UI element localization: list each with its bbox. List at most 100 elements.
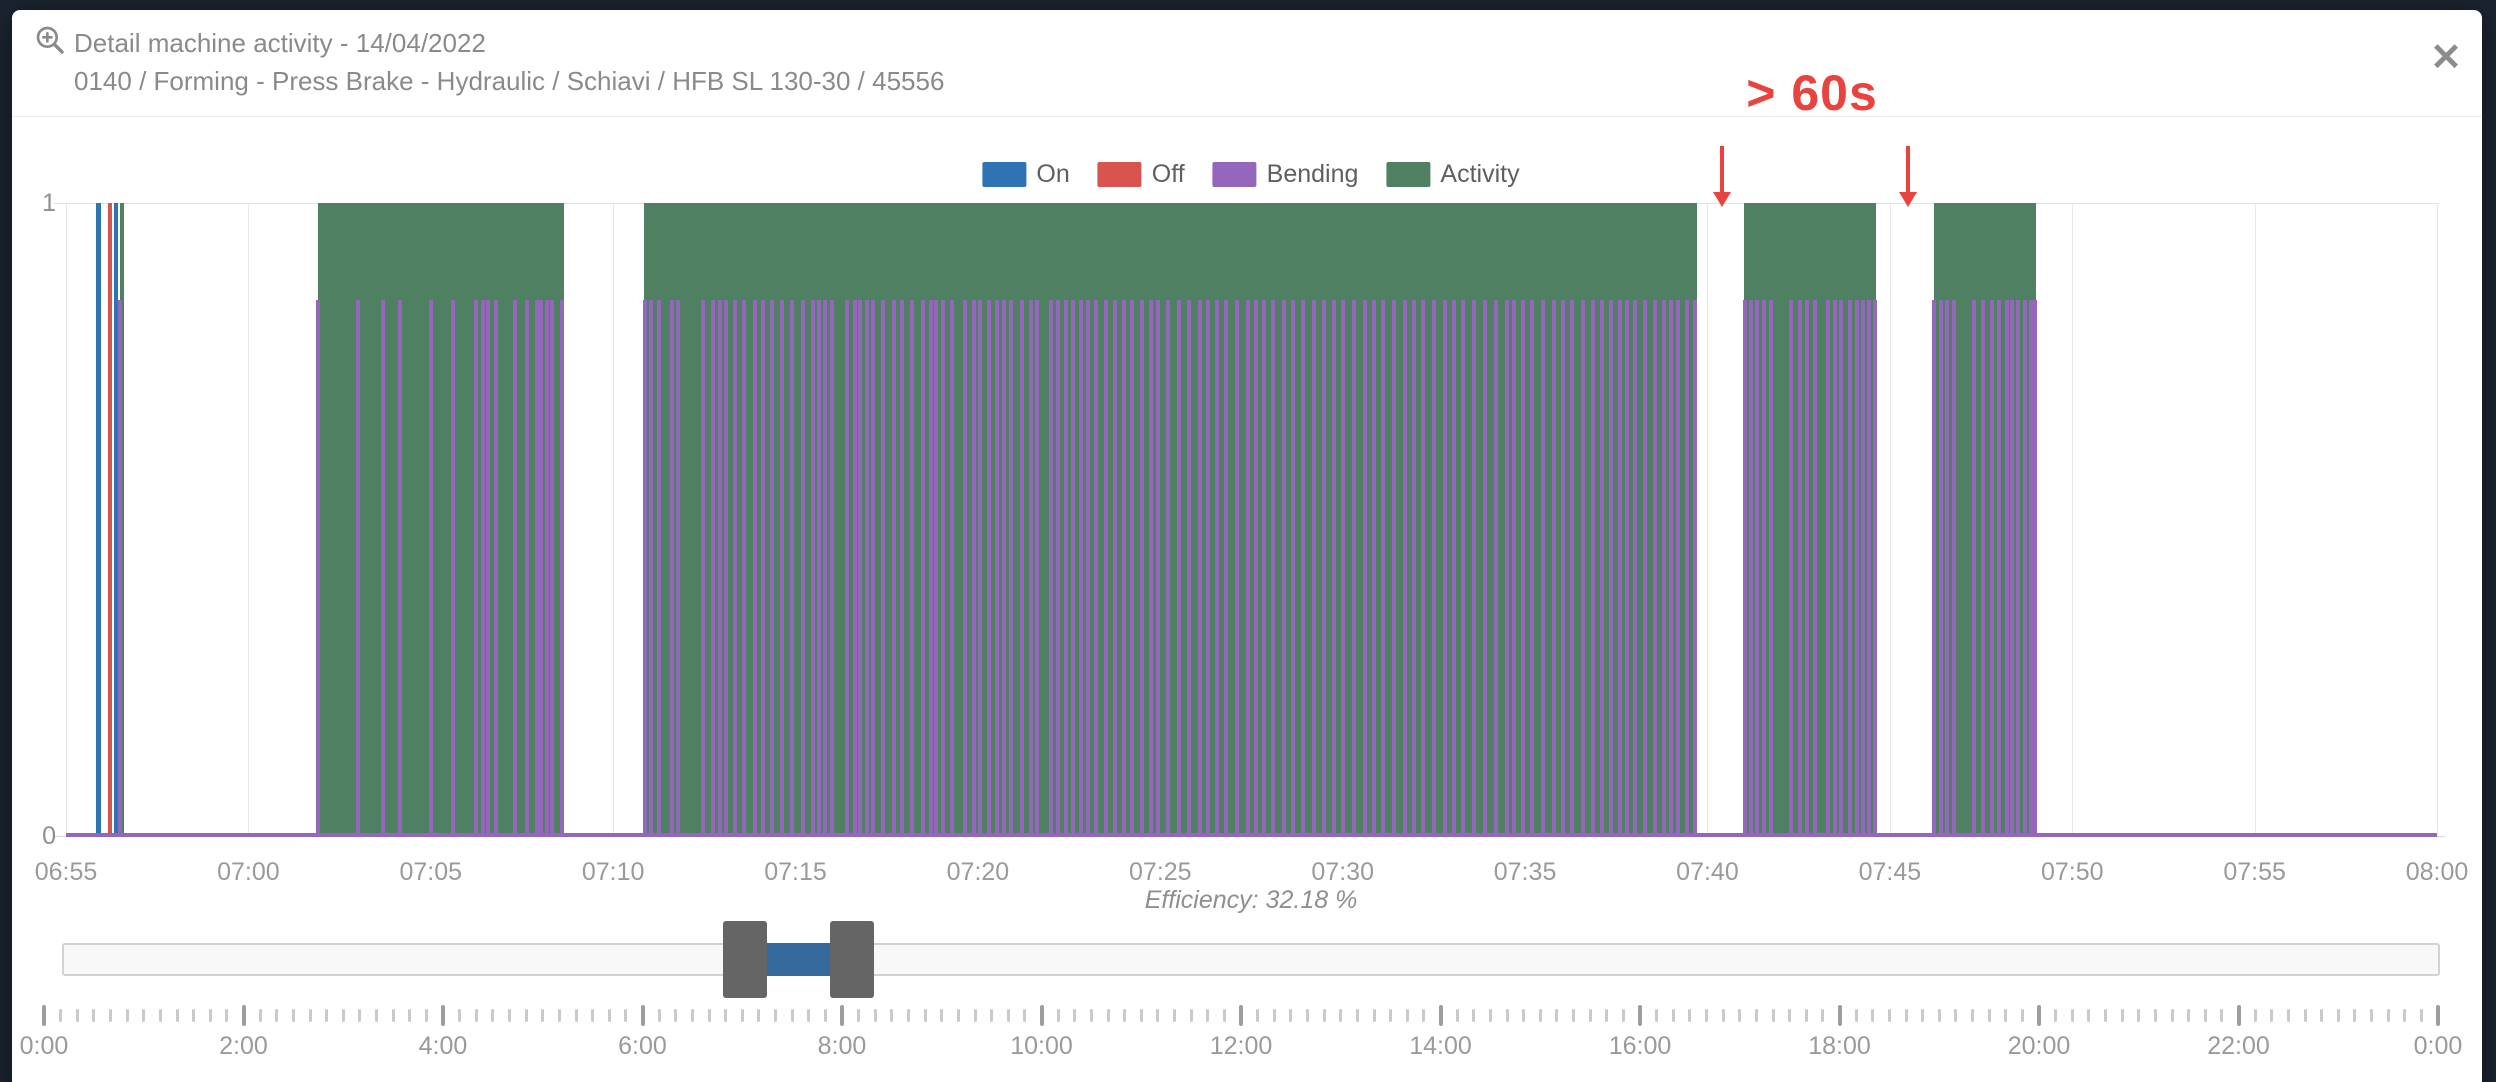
timeline-minor-tick [158,1009,162,1022]
bending-bar [538,300,543,836]
bending-bar [1685,300,1690,836]
timeline-minor-tick [2170,1009,2174,1022]
gridline-07:10 [613,203,615,836]
gridline-07:45 [1889,203,1891,836]
bending-bar [724,300,729,836]
timeline-minor-tick [1738,1009,1742,1022]
timeline-minor-tick [2203,1009,2207,1022]
timeline-minor-tick [1073,1009,1077,1022]
timeline-minor-tick [956,1009,960,1022]
timeline-minor-tick [2087,1009,2091,1022]
timeline-major-tick [640,1005,645,1026]
off-swatch [1097,162,1142,187]
bending-bar [428,300,433,836]
bending-bar [1872,300,1877,836]
timeline-minor-tick [1538,1009,1542,1022]
bending-bar [669,300,674,836]
timeline-major-tick [2236,1005,2241,1026]
timeline-label: 6:00 [618,1032,667,1060]
bending-bar [1187,300,1192,836]
legend-item-on[interactable]: On [982,160,1070,189]
bending-bar [700,300,705,836]
bending-bar [1504,300,1509,836]
bending-bar [474,300,479,836]
timeline-label: 2:00 [219,1032,268,1060]
x-axis-label: 07:45 [1858,858,1922,886]
bending-bar [1570,300,1575,836]
bending-bar [1245,300,1250,836]
timeline-minor-tick [1937,1009,1941,1022]
legend-item-bending[interactable]: Bending [1212,160,1358,189]
timeline-minor-tick [275,1009,279,1022]
timeline-minor-tick [1871,1009,1875,1022]
timeline-minor-tick [1954,1009,1958,1022]
timeline-minor-tick [690,1009,694,1022]
bending-bar [1838,300,1843,836]
bending-bar [1402,300,1407,836]
bending-bar [1223,300,1228,836]
timeline-label: 14:00 [1409,1032,1472,1060]
slider-left-handle[interactable] [723,921,768,998]
bending-bar [355,300,360,836]
chart-legend: On Off Bending Activity [982,160,1520,189]
legend-item-off[interactable]: Off [1097,160,1185,189]
bending-bar [1561,300,1566,836]
bending-bar [2033,300,2038,836]
timeline-minor-tick [657,1009,661,1022]
timeline-minor-tick [1272,1009,1276,1022]
timeline-minor-tick [1206,1009,1210,1022]
bending-bar [1643,300,1648,836]
x-axis-label: 06:55 [34,858,98,886]
timeline-minor-tick [291,1009,295,1022]
timeline-minor-tick [807,1009,811,1022]
timeline-minor-tick [524,1009,528,1022]
bending-bar [1129,300,1134,836]
timeline-minor-tick [1555,1009,1559,1022]
timeline-minor-tick [2004,1009,2008,1022]
timeline-minor-tick [192,1009,196,1022]
timeline-minor-tick [375,1009,378,1022]
on-bar [96,203,102,836]
bending-bar [1461,300,1466,836]
slider-right-handle[interactable] [829,921,874,998]
timeline-minor-tick [1821,1009,1825,1022]
bending-bar [760,300,765,836]
close-icon[interactable]: ✕ [2430,37,2462,79]
annotation-gt60s-label: > 60s [1746,65,1878,121]
bending-bar [753,300,758,836]
timeline-minor-tick [2336,1009,2340,1022]
timeline-minor-tick [508,1009,511,1022]
bending-bar [1140,300,1145,836]
bending-bar [1234,300,1239,836]
timeline-minor-tick [2419,1009,2423,1022]
legend-label-activity: Activity [1440,160,1520,188]
bending-bar [560,300,565,836]
bending-bar [1932,300,1937,836]
bending-bar [1214,300,1219,836]
bending-bar [1617,300,1622,836]
timeline-minor-tick [1222,1009,1226,1022]
timeline-minor-tick [2153,1009,2157,1022]
timeline-major-tick [1837,1005,1842,1026]
bending-bar [1165,300,1170,836]
bending-bar [1300,300,1305,836]
gridline-07:40 [1707,203,1709,836]
legend-item-activity[interactable]: Activity [1386,160,1520,189]
bending-bar [1056,300,1061,836]
timeline-minor-tick [1705,1009,1708,1022]
timeline-minor-tick [1688,1009,1692,1022]
overview-slider-track[interactable] [62,943,2440,976]
timeline-minor-tick [1256,1009,1260,1022]
bending-bar [534,300,539,836]
timeline-major-tick [1039,1005,1044,1026]
timeline-minor-tick [541,1009,545,1022]
timeline-major-tick [2436,1005,2440,1026]
bending-bar [881,300,886,836]
timeline-label: 0:00 [19,1032,69,1060]
timeline-minor-tick [1754,1009,1758,1022]
bending-bar [900,300,905,836]
timeline-minor-tick [1522,1009,1526,1022]
slider-selected-range[interactable] [767,943,830,976]
arrow-head [1899,192,1918,207]
timeline-minor-tick [1189,1009,1193,1022]
